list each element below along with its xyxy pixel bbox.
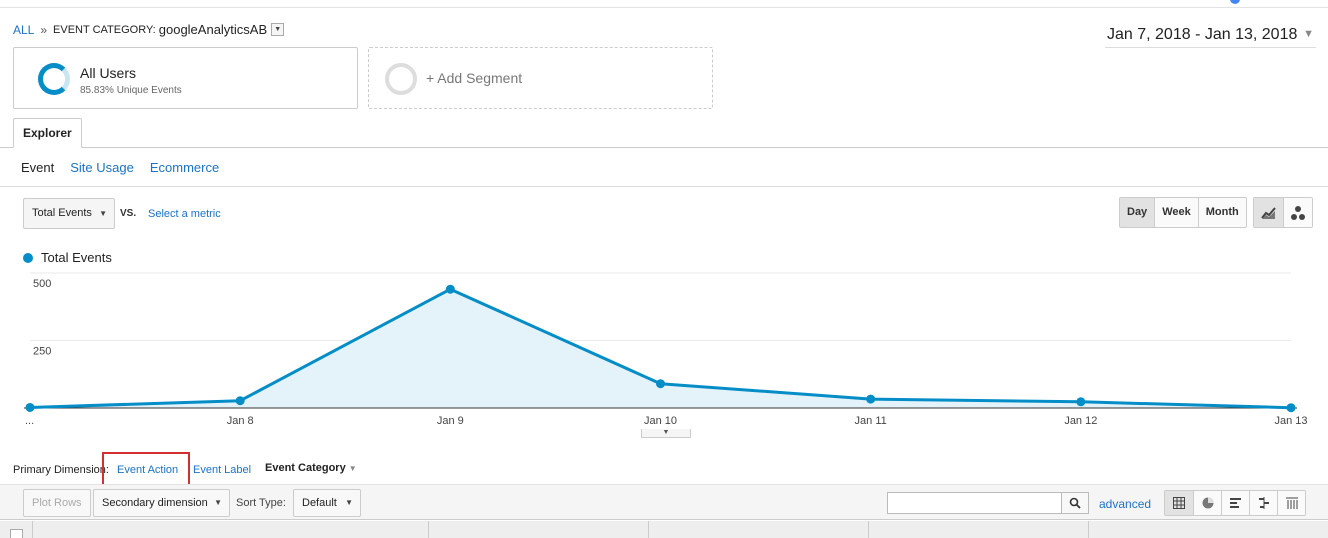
add-segment-label: + Add Segment — [426, 70, 523, 86]
data-point-3 — [656, 379, 665, 389]
period-week-button[interactable]: Week — [1154, 198, 1198, 227]
chevron-down-icon: ▼ — [1303, 28, 1314, 40]
chart-legend: Total Events — [23, 250, 112, 265]
explorer-subtabs: Event Site Usage Ecommerce — [21, 160, 219, 175]
segment-subtitle: 85.83% Unique Events — [80, 85, 182, 96]
period-toggle: Day Week Month — [1119, 197, 1247, 228]
table-view-pie-button[interactable] — [1193, 491, 1221, 515]
search-button[interactable] — [1061, 492, 1089, 514]
subtab-ecommerce[interactable]: Ecommerce — [149, 160, 220, 175]
data-point-4 — [866, 394, 876, 404]
x-tick-label-2: Jan 9 — [437, 415, 464, 427]
tab-explorer[interactable]: Explorer — [13, 118, 82, 148]
add-segment-button[interactable]: + Add Segment — [368, 47, 713, 109]
column-divider — [1088, 521, 1089, 538]
chevron-down-icon: ▼ — [348, 464, 357, 473]
column-divider — [428, 521, 429, 538]
chevron-down-icon: ▼ — [345, 498, 353, 507]
sort-type-label: Sort Type: — [236, 497, 286, 509]
event-category-value: googleAnalyticsAB — [158, 22, 268, 37]
chevron-down-icon[interactable]: ▼ — [271, 23, 285, 36]
breadcrumb-separator: » — [40, 22, 48, 37]
legend-label: Total Events — [41, 250, 112, 265]
subtab-site-usage[interactable]: Site Usage — [70, 160, 134, 175]
secondary-dimension-dropdown[interactable]: Secondary dimension ▼ — [93, 489, 230, 517]
data-point-1 — [235, 396, 245, 406]
y-tick-label-0: 250 — [33, 346, 51, 358]
bubble-chart-icon — [1291, 205, 1305, 220]
chevron-down-icon: ▼ — [99, 209, 107, 218]
sort-type-value: Default — [302, 497, 337, 509]
comparison-icon — [1258, 497, 1269, 509]
segment-ring-icon — [385, 63, 417, 95]
table-view-pivot-button[interactable] — [1277, 491, 1305, 515]
table-search-input[interactable] — [887, 492, 1062, 514]
divider — [0, 186, 1328, 187]
bar-chart-icon — [1229, 498, 1241, 508]
segment-title: All Users — [80, 65, 137, 81]
column-divider — [648, 521, 649, 538]
table-view-toggle — [1164, 490, 1306, 516]
column-divider — [868, 521, 869, 538]
breadcrumb: ALL » EVENT CATEGORY: googleAnalyticsAB … — [13, 22, 285, 37]
segment-ring-icon — [38, 63, 70, 95]
x-tick-label-6: Jan 13 — [1274, 415, 1307, 427]
x-tick-label-3: Jan 10 — [644, 415, 677, 427]
line-chart-icon — [1260, 206, 1276, 219]
primary-dimension-event-label[interactable]: Event Label — [193, 464, 252, 476]
pie-chart-icon — [1202, 497, 1213, 509]
motion-chart-view-button[interactable] — [1283, 198, 1312, 227]
chart-view-toggle — [1253, 197, 1313, 228]
line-chart-view-button[interactable] — [1254, 198, 1283, 227]
tab-bar: Explorer — [0, 118, 1328, 148]
legend-dot — [23, 252, 33, 263]
period-month-button[interactable]: Month — [1197, 198, 1246, 227]
primary-dimension-event-category[interactable]: Event Category ▼ — [265, 462, 357, 474]
select-metric-link[interactable]: Select a metric — [148, 208, 221, 220]
table-view-comparison-button[interactable] — [1249, 491, 1277, 515]
y-tick-label-1: 500 — [33, 278, 51, 290]
series-area — [30, 289, 1291, 408]
event-category-label: EVENT CATEGORY: — [53, 23, 156, 36]
table-view-performance-button[interactable] — [1221, 491, 1249, 515]
advanced-filter-link[interactable]: advanced — [1099, 497, 1152, 511]
data-point-2 — [445, 284, 455, 294]
primary-dimension-event-category-text: Event Category — [265, 462, 346, 474]
subtab-event[interactable]: Event — [21, 160, 55, 175]
data-point-6 — [1286, 403, 1296, 413]
vs-label: VS. — [120, 208, 137, 219]
primary-dimension-event-action[interactable]: Event Action — [117, 464, 179, 476]
top-bar — [0, 0, 1328, 8]
secondary-dimension-label: Secondary dimension — [102, 497, 208, 509]
select-all-checkbox[interactable] — [10, 529, 23, 538]
search-icon — [1069, 497, 1081, 509]
pivot-icon — [1285, 497, 1298, 509]
x-tick-label-4: Jan 11 — [855, 415, 887, 427]
segment-all-users[interactable]: All Users 85.83% Unique Events — [13, 47, 358, 109]
data-point-5 — [1076, 397, 1086, 407]
sort-type-dropdown[interactable]: Default ▼ — [293, 489, 361, 517]
metric-dropdown[interactable]: Total Events ▼ — [23, 198, 115, 229]
table-view-data-button[interactable] — [1165, 491, 1193, 515]
x-tick-label-0: ... — [25, 415, 34, 427]
period-day-button[interactable]: Day — [1120, 198, 1155, 227]
x-tick-label-1: Jan 8 — [227, 415, 254, 427]
column-divider — [32, 521, 33, 538]
plot-rows-button[interactable]: Plot Rows — [23, 489, 91, 517]
grid-icon — [1173, 497, 1185, 509]
chart-resize-handle[interactable]: ▼ — [641, 429, 691, 438]
chevron-down-icon: ▼ — [214, 498, 222, 507]
table-toolbar: Plot Rows Secondary dimension ▼ Sort Typ… — [0, 484, 1328, 520]
date-range-picker[interactable]: Jan 7, 2018 - Jan 13, 2018 ▼ — [1105, 22, 1316, 48]
table-header — [0, 521, 1328, 538]
date-range-text: Jan 7, 2018 - Jan 13, 2018 — [1107, 25, 1298, 43]
total-events-chart: 250 500... Jan 8 Jan 9 Jan 10 Jan 11 Jan 12 Jan… — [24, 272, 1308, 427]
breadcrumb-all-link[interactable]: ALL — [13, 22, 35, 37]
primary-dimension-label: Primary Dimension: — [13, 464, 109, 476]
data-point-0 — [25, 402, 35, 412]
metric-dropdown-value: Total Events — [32, 207, 92, 219]
x-tick-label-5: Jan 12 — [1064, 415, 1097, 427]
notification-icon[interactable] — [1230, 0, 1240, 4]
